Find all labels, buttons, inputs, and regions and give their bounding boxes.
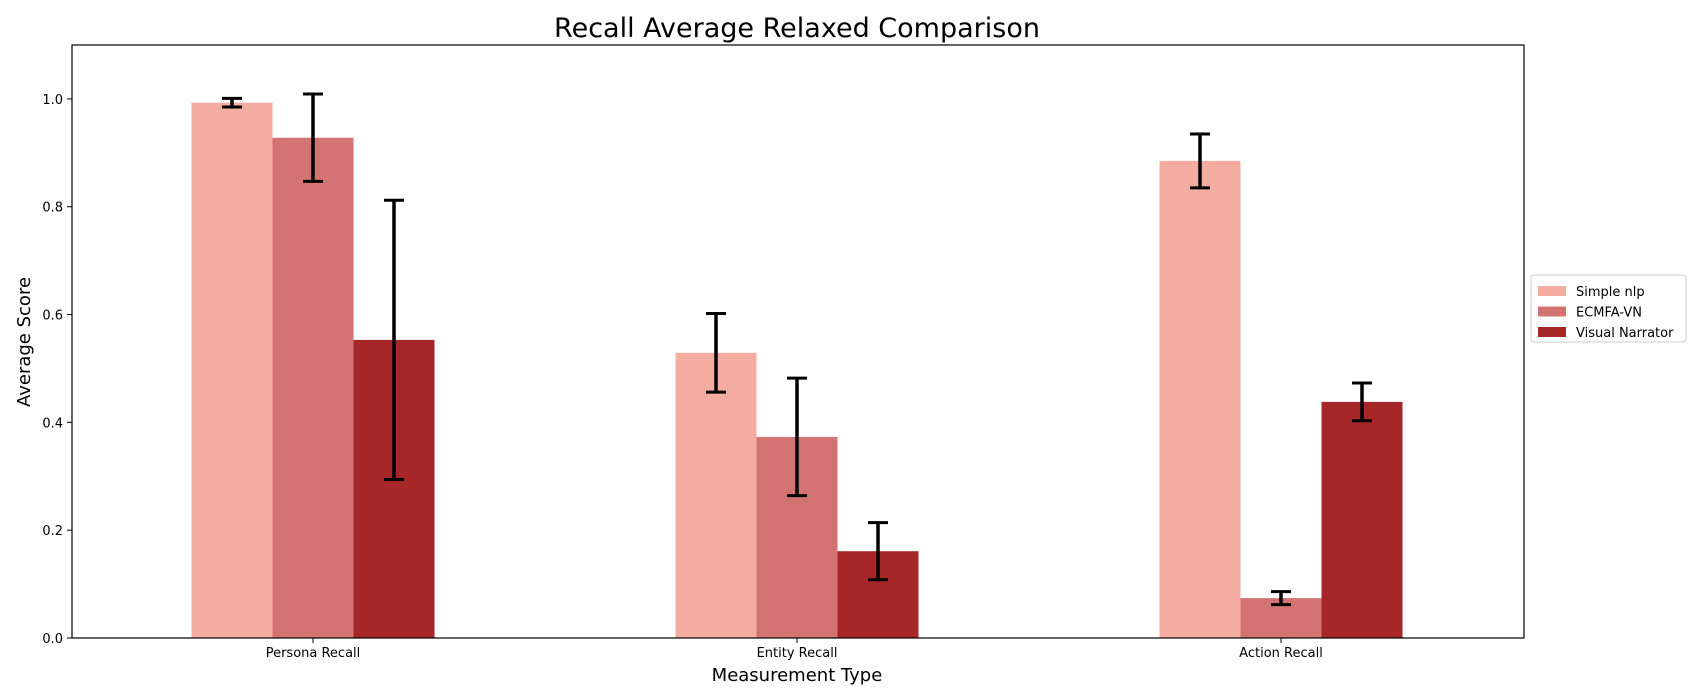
bar: [1159, 160, 1241, 638]
legend-label: Simple nlp: [1576, 285, 1645, 300]
y-axis-label: Average Score: [14, 277, 35, 407]
y-tick-label: 0.4: [42, 416, 63, 431]
legend-swatch: [1538, 286, 1566, 296]
plot-area: 0.0 0.2 0.4 0.6 0.8 1.0 Persona Recall Entity R…: [42, 44, 1525, 661]
bar: [1321, 401, 1403, 638]
y-tick-label: 0.2: [42, 524, 63, 539]
bar: [191, 102, 273, 638]
x-tick-label: Persona Recall: [266, 646, 361, 661]
x-tick-label: Entity Recall: [757, 646, 838, 661]
y-tick-label: 0.6: [42, 309, 63, 324]
y-tick-label: 1.0: [42, 93, 63, 108]
chart-title: Recall Average Relaxed Comparison: [554, 13, 1040, 44]
y-tick-label: 0.0: [42, 632, 63, 647]
legend-swatch: [1538, 306, 1566, 317]
x-axis-label: Measurement Type: [712, 665, 883, 686]
legend-label: Visual Narrator: [1576, 326, 1674, 341]
y-tick-label: 0.8: [42, 201, 63, 216]
legend-label: ECMFA-VN: [1576, 306, 1642, 321]
x-tick-label: Action Recall: [1239, 646, 1323, 661]
bar: [675, 352, 757, 638]
legend-swatch: [1538, 327, 1566, 337]
legend: Simple nlp ECMFA-VN Visual Narrator: [1530, 274, 1687, 343]
axes-frame: [71, 44, 1525, 639]
legend-box: [1530, 274, 1687, 343]
bar: [272, 137, 354, 638]
